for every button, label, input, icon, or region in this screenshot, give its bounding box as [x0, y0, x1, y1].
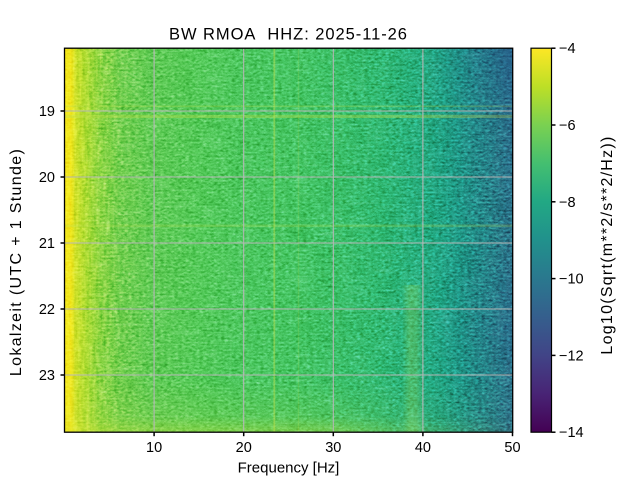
svg-text:−12: −12	[559, 348, 584, 364]
svg-text:30: 30	[325, 440, 341, 456]
svg-text:−4: −4	[559, 41, 576, 57]
svg-text:20: 20	[236, 440, 252, 456]
svg-text:−14: −14	[559, 425, 584, 441]
svg-text:10: 10	[146, 440, 162, 456]
svg-text:22: 22	[39, 302, 55, 318]
svg-text:21: 21	[39, 236, 55, 252]
svg-text:20: 20	[39, 170, 55, 186]
svg-text:−8: −8	[559, 195, 576, 211]
svg-text:50: 50	[504, 440, 520, 456]
svg-text:−10: −10	[559, 272, 584, 288]
svg-text:Log10(Sqrt(m**2/s**2/Hz)): Log10(Sqrt(m**2/s**2/Hz))	[599, 135, 616, 354]
svg-text:40: 40	[415, 440, 431, 456]
svg-text:19: 19	[39, 104, 55, 120]
svg-text:23: 23	[39, 368, 55, 384]
svg-text:Lokalzeit (UTC + 1 Stunde): Lokalzeit (UTC + 1 Stunde)	[8, 148, 25, 376]
svg-text:Frequency [Hz]: Frequency [Hz]	[238, 460, 340, 477]
svg-text:BW RMOA HHZ: 2025-11-26: BW RMOA HHZ: 2025-11-26	[169, 26, 408, 44]
svg-text:−6: −6	[559, 118, 576, 134]
